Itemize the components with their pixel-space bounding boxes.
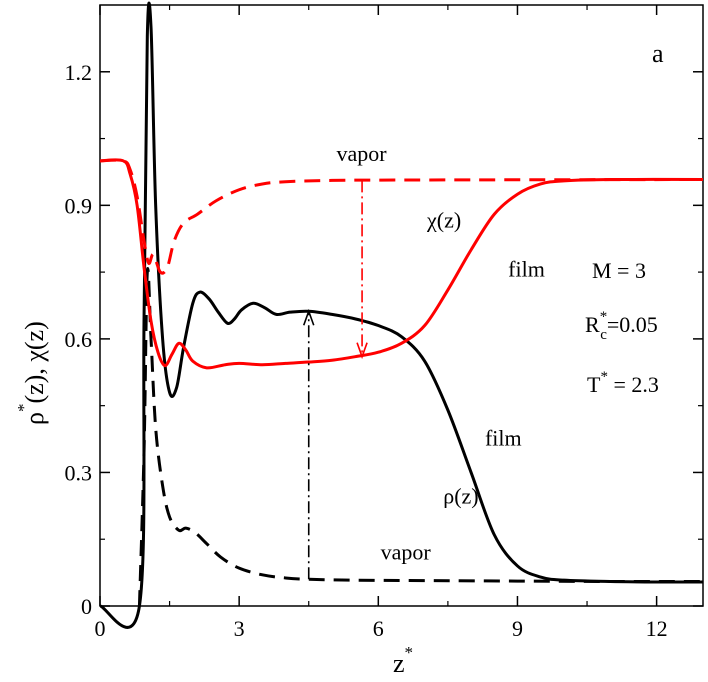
y-tick-label: 0.6 xyxy=(65,327,93,352)
y-axis-label-rest: (z), χ(z) xyxy=(20,321,49,403)
panel-label: a xyxy=(652,39,664,68)
red-arrow-head xyxy=(356,342,368,360)
param-rc-value: =0.05 xyxy=(607,312,658,337)
series-rho-vapor xyxy=(137,267,704,607)
vapor-label-red: vapor xyxy=(337,141,388,166)
param-m: M = 3 xyxy=(592,258,646,283)
x-tick-label: 12 xyxy=(646,616,668,641)
param-rc-sub: c xyxy=(600,327,607,343)
param-rc: R* c=0.05 xyxy=(585,309,658,343)
y-tick-label: 0.9 xyxy=(65,193,93,218)
param-rc-sup: * xyxy=(600,309,608,325)
series-layer xyxy=(99,1,704,629)
arrow-layer xyxy=(302,180,368,580)
y-tick-label: 1.2 xyxy=(65,60,93,85)
param-t-value: = 2.3 xyxy=(608,372,659,397)
y-axis-label-rho: ρ xyxy=(20,412,49,425)
rho-label: ρ(z) xyxy=(443,484,478,509)
axis-ticks: 0 3 6 9 12 0 0.3 0.6 0.9 1.2 xyxy=(65,5,703,641)
y-tick-label: 0 xyxy=(81,594,92,619)
vapor-label-black: vapor xyxy=(381,539,432,564)
plot-area xyxy=(99,4,704,607)
x-axis-label: z* xyxy=(393,643,413,678)
param-t-sup: * xyxy=(600,369,608,385)
param-rc-main: R xyxy=(585,312,600,337)
x-tick-label: 6 xyxy=(373,616,384,641)
param-t-main: T xyxy=(587,372,601,397)
x-axis-label-main: z xyxy=(393,649,405,678)
chi-label: χ(z) xyxy=(426,208,461,233)
series-chi-vapor xyxy=(99,158,704,275)
annotation-layer: vapor χ(z) film film ρ(z) vapor xyxy=(337,141,545,564)
series-rho-film xyxy=(99,1,704,629)
x-tick-label: 9 xyxy=(512,616,523,641)
x-tick-label: 3 xyxy=(234,616,245,641)
param-t: T* = 2.3 xyxy=(587,369,659,397)
x-tick-label: 0 xyxy=(95,616,106,641)
series-chi-film xyxy=(99,158,704,370)
x-axis-label-sup: * xyxy=(405,643,414,662)
y-axis-label: ρ*(z), χ(z) xyxy=(14,321,49,425)
film-label-black: film xyxy=(485,426,522,451)
y-axis-label-sup: * xyxy=(14,404,33,413)
y-tick-label: 0.3 xyxy=(65,460,93,485)
black-arrow-head xyxy=(302,308,315,326)
plot-frame xyxy=(99,4,704,607)
film-label-red: film xyxy=(508,257,545,282)
